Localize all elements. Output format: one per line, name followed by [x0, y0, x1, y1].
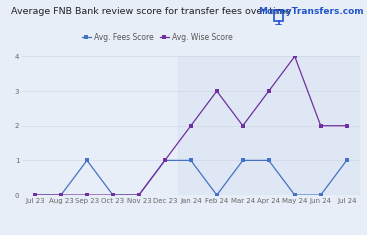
Text: Average FNB Bank review score for transfer fees over time: Average FNB Bank review score for transf…: [11, 7, 291, 16]
Legend: Avg. Fees Score, Avg. Wise Score: Avg. Fees Score, Avg. Wise Score: [79, 30, 236, 45]
Text: MoneyTransfers.com: MoneyTransfers.com: [258, 7, 363, 16]
Bar: [178, 56, 360, 195]
